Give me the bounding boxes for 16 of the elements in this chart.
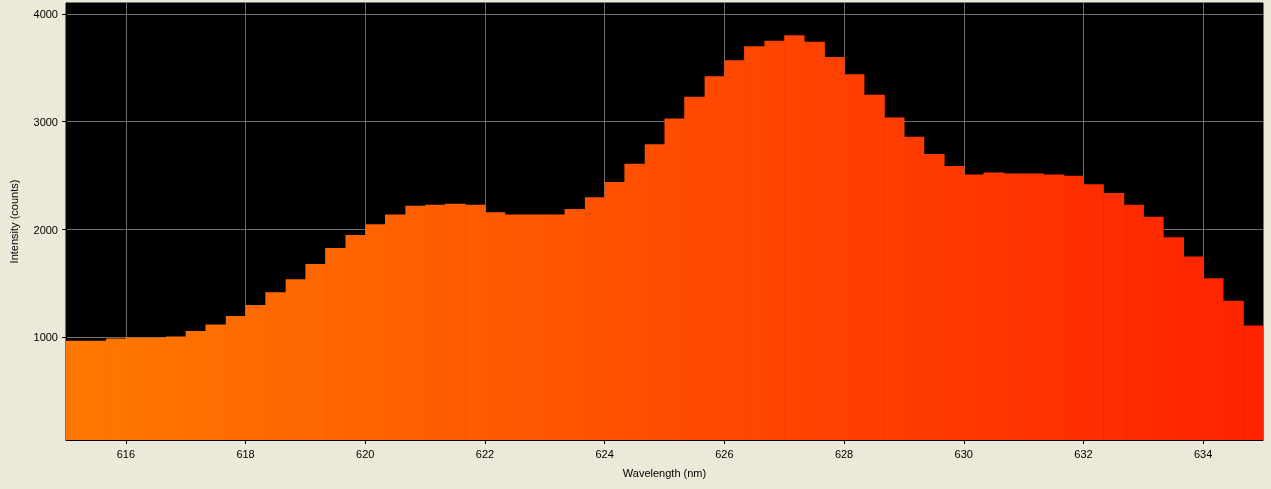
y-tick-label: 4000 [33, 7, 58, 20]
x-tick-label: 618 [236, 447, 255, 460]
x-tick-label: 626 [715, 447, 734, 460]
x-tick-label: 624 [595, 447, 614, 460]
x-tick-label: 634 [1193, 447, 1213, 460]
x-tick-label: 632 [1074, 447, 1093, 460]
x-tick-label: 622 [475, 447, 495, 460]
x-tick-label: 630 [954, 447, 973, 460]
x-tick-label: 620 [356, 447, 375, 460]
y-tick-label: 3000 [33, 115, 58, 128]
x-axis-title: Wavelength (nm) [622, 466, 707, 479]
y-axis-title: Intensity (counts) [7, 179, 20, 264]
y-tick-label: 2000 [33, 223, 58, 236]
x-tick-label: 616 [116, 447, 136, 460]
x-tick-label: 628 [834, 447, 854, 460]
y-tick-label: 1000 [33, 331, 58, 344]
